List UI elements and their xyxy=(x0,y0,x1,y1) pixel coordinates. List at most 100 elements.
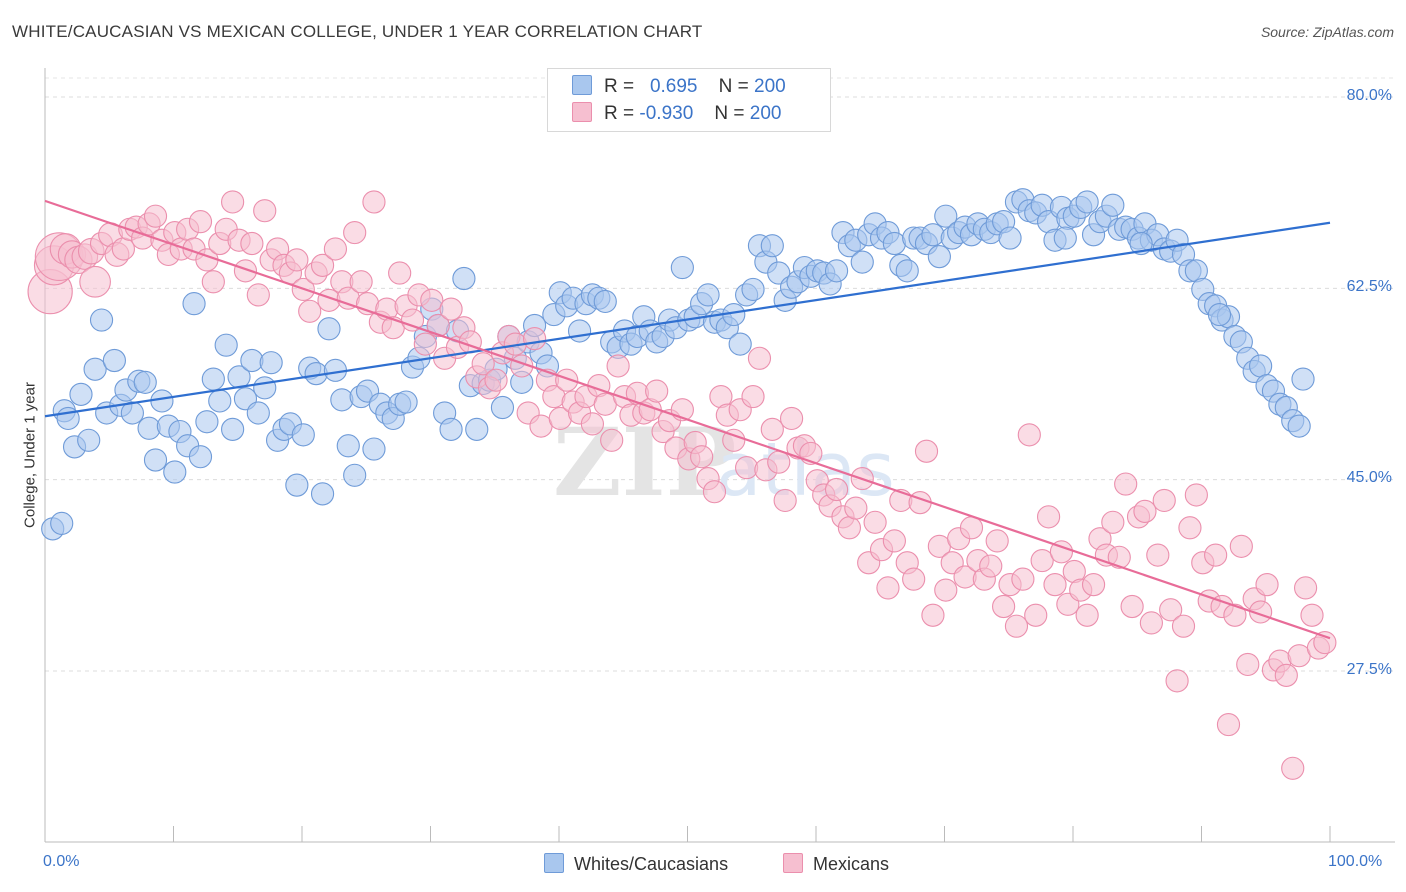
mexican-point xyxy=(1293,576,1318,600)
mexican-point xyxy=(221,190,245,214)
mexican-point xyxy=(908,491,932,515)
mexican-point xyxy=(400,308,425,332)
blue-swatch-icon xyxy=(572,75,592,95)
white-point xyxy=(182,292,206,316)
mexican-point xyxy=(285,248,309,272)
mexican-point xyxy=(362,190,386,214)
white-point xyxy=(143,448,168,472)
white-point xyxy=(83,357,107,381)
mexican-point xyxy=(741,384,765,409)
legend-r-label: R = xyxy=(604,76,635,97)
white-point xyxy=(921,223,945,247)
y-tick-label: 45.0% xyxy=(1346,469,1392,486)
mexican-point xyxy=(606,354,630,378)
mexican-point xyxy=(1313,630,1337,655)
mexican-point xyxy=(882,529,906,553)
mexican-point xyxy=(522,327,547,351)
mexican-point xyxy=(1236,652,1260,677)
white-point xyxy=(188,445,213,469)
white-point xyxy=(195,410,219,434)
mexican-point xyxy=(1081,573,1106,597)
mexican-point xyxy=(844,496,868,520)
mexican-point xyxy=(992,594,1016,619)
legend-row-mexicans: R = -0.930 N = 200 xyxy=(572,102,781,125)
white-point xyxy=(895,259,919,283)
legend-n-value: 200 xyxy=(754,76,786,97)
bottom-legend-label: Whites/Caucasians xyxy=(574,854,729,874)
mexican-point xyxy=(1011,567,1035,591)
white-point xyxy=(208,389,232,413)
white-point xyxy=(439,417,463,441)
white-point xyxy=(240,348,264,373)
mexican-point xyxy=(1171,614,1196,638)
mexican-point xyxy=(388,261,412,285)
mexican-point xyxy=(1165,669,1189,693)
mexican-point xyxy=(1204,543,1228,567)
mexican-point xyxy=(413,332,437,356)
white-point xyxy=(567,319,592,343)
mexican-point xyxy=(1114,472,1138,496)
mexican-point xyxy=(420,288,444,312)
mexican-point xyxy=(1133,499,1157,523)
mexican-point xyxy=(985,529,1009,553)
mexican-point xyxy=(79,265,111,298)
white-point xyxy=(741,277,765,302)
white-point xyxy=(465,417,489,441)
white-point xyxy=(824,259,849,283)
white-point xyxy=(137,416,161,440)
mexican-point xyxy=(555,368,579,392)
mexican-point xyxy=(837,516,862,540)
mexican-point xyxy=(471,352,495,376)
mexican-point xyxy=(600,428,624,452)
mexican-point xyxy=(1030,548,1054,573)
mexican-point xyxy=(439,297,463,321)
mexican-point xyxy=(773,488,797,513)
mexican-point xyxy=(253,199,277,223)
white-point xyxy=(120,401,144,425)
chart-title: WHITE/CAUCASIAN VS MEXICAN COLLEGE, UNDE… xyxy=(12,22,703,41)
white-point xyxy=(221,417,245,441)
mexican-point xyxy=(1120,594,1144,619)
mexican-point xyxy=(824,477,849,502)
white-point xyxy=(1101,193,1125,217)
mexican-point xyxy=(702,480,727,504)
mexican-point xyxy=(201,270,225,294)
mexican-point xyxy=(1159,598,1183,622)
mexican-point xyxy=(902,567,926,591)
legend-n-label: N = xyxy=(714,103,745,124)
mexican-point xyxy=(959,516,984,540)
mexican-point xyxy=(1107,545,1131,569)
white-point xyxy=(336,434,360,458)
mexican-point xyxy=(921,603,945,627)
white-point xyxy=(133,370,157,394)
y-tick-label: 62.5% xyxy=(1346,278,1392,295)
mexican-point xyxy=(1281,756,1305,780)
white-point xyxy=(343,463,367,487)
white-point xyxy=(150,389,174,413)
bottom-legend-label: Mexicans xyxy=(813,854,890,874)
white-point xyxy=(163,460,187,484)
white-point xyxy=(850,250,874,274)
pink-swatch-icon xyxy=(572,102,592,122)
white-point xyxy=(1291,367,1315,391)
mexican-point xyxy=(779,406,804,431)
legend-r-value: -0.930 xyxy=(639,103,694,124)
mexican-point xyxy=(1216,712,1241,737)
white-point xyxy=(670,255,694,280)
mexican-point xyxy=(426,313,450,338)
white-point xyxy=(50,511,74,536)
mexican-point xyxy=(143,204,168,228)
white-point xyxy=(882,231,906,256)
mexican-point xyxy=(240,231,264,256)
mexican-point xyxy=(246,283,270,307)
mexican-point xyxy=(690,445,714,469)
y-tick-label: 80.0% xyxy=(1346,87,1392,104)
legend-r-value: 0.695 xyxy=(649,76,698,97)
white-point xyxy=(728,332,752,356)
x-tick-label: 100.0% xyxy=(1328,853,1383,870)
white-point xyxy=(696,283,720,307)
mexican-point xyxy=(735,456,759,480)
white-point xyxy=(310,482,335,506)
mexican-point xyxy=(934,578,958,602)
